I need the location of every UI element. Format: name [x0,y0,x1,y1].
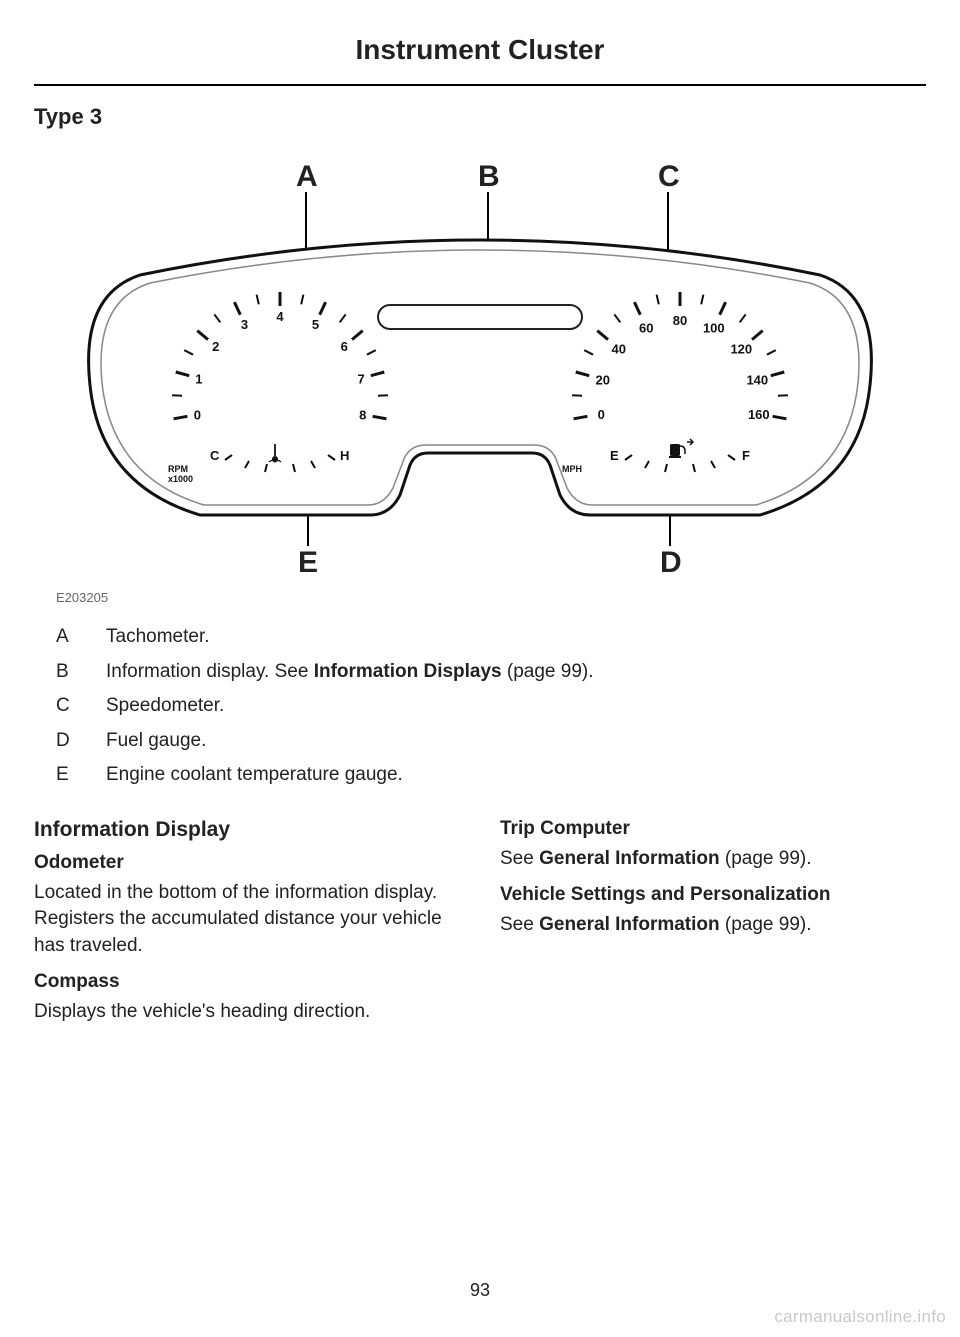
svg-text:6: 6 [341,339,348,354]
legend-text: Speedometer. [106,692,926,721]
svg-text:8: 8 [359,408,366,423]
cluster-svg: 0 1 2 3 4 5 6 7 8 C H [80,235,880,535]
svg-text:F: F [742,448,750,463]
sub-heading: Odometer [34,852,460,874]
legend-text: Engine coolant temperature gauge. [106,761,926,790]
body-text: See General Information (page 99). [500,912,926,939]
legend-text: Information display. See Information Dis… [106,658,926,687]
callout-A: A [296,160,318,194]
two-column-body: Information Display Odometer Located in … [34,818,926,1032]
body-text: Located in the bottom of the information… [34,880,460,960]
legend-row: D Fuel gauge. [56,727,926,756]
svg-text:40: 40 [611,342,625,357]
legend-letter: D [56,727,106,756]
svg-text:E: E [610,448,619,463]
legend-list: A Tachometer. B Information display. See… [56,623,926,790]
legend-text: Tachometer. [106,623,926,652]
callout-C: C [658,160,680,194]
svg-text:60: 60 [639,321,653,336]
legend-letter: A [56,623,106,652]
svg-text:x1000: x1000 [168,474,193,484]
title-rule [34,84,926,86]
svg-text:0: 0 [598,407,605,422]
legend-row: E Engine coolant temperature gauge. [56,761,926,790]
subhead-type: Type 3 [34,104,926,130]
body-text: See General Information (page 99). [500,846,926,873]
image-id: E203205 [56,590,926,605]
sub-heading: Compass [34,971,460,993]
manual-page: Instrument Cluster Type 3 A B C D E [0,0,960,1337]
legend-letter: C [56,692,106,721]
legend-letter: E [56,761,106,790]
sub-heading: Trip Computer [500,818,926,840]
svg-text:0: 0 [194,408,201,423]
svg-text:3: 3 [241,317,248,332]
svg-text:7: 7 [357,371,364,386]
section-heading: Information Display [34,818,460,842]
watermark: carmanualsonline.info [774,1307,946,1327]
svg-text:1: 1 [195,371,202,386]
callout-B: B [478,160,500,194]
svg-text:MPH: MPH [562,464,582,474]
svg-text:160: 160 [748,407,770,422]
page-title: Instrument Cluster [34,34,926,66]
svg-text:4: 4 [276,309,284,324]
svg-text:RPM: RPM [168,464,188,474]
callout-E: E [298,546,318,580]
svg-text:80: 80 [673,313,687,328]
svg-text:140: 140 [746,372,768,387]
sub-heading: Vehicle Settings and Personalization [500,884,926,906]
svg-text:100: 100 [703,321,725,336]
svg-text:C: C [210,448,220,463]
body-text: Displays the vehicle's heading direction… [34,999,460,1026]
legend-row: A Tachometer. [56,623,926,652]
legend-row: B Information display. See Information D… [56,658,926,687]
legend-letter: B [56,658,106,687]
diagram-wrap: A B C D E [34,160,926,580]
callout-D: D [660,546,682,580]
page-number: 93 [0,1280,960,1301]
left-column: Information Display Odometer Located in … [34,818,460,1032]
instrument-cluster-diagram: A B C D E [80,160,880,580]
legend-text: Fuel gauge. [106,727,926,756]
svg-text:H: H [340,448,349,463]
legend-row: C Speedometer. [56,692,926,721]
svg-text:5: 5 [312,317,319,332]
svg-text:2: 2 [212,339,219,354]
svg-text:20: 20 [595,372,609,387]
right-column: Trip Computer See General Information (p… [500,818,926,1032]
svg-text:120: 120 [730,342,752,357]
